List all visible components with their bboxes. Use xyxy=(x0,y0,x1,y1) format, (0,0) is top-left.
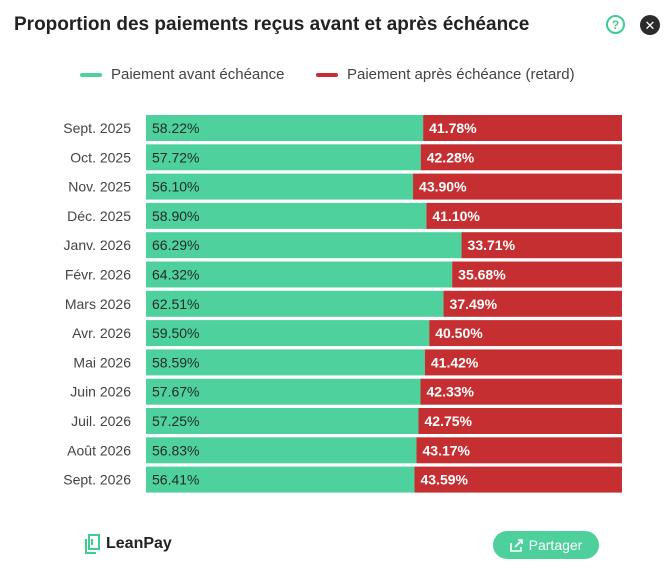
bar-segment-after[interactable] xyxy=(452,261,622,288)
bar-segment-after[interactable] xyxy=(416,437,622,464)
data-label-after: 43.59% xyxy=(421,472,469,488)
data-label-before: 57.72% xyxy=(152,149,199,165)
bar-segment-before[interactable] xyxy=(146,290,444,317)
legend-label-after: Paiement après échéance (retard) xyxy=(347,66,575,83)
data-label-after: 41.42% xyxy=(431,354,479,370)
category-label: Janv. 2026 xyxy=(64,237,132,253)
leanpay-logo: LeanPay xyxy=(84,534,172,554)
bar-segment-after[interactable] xyxy=(443,290,622,317)
help-icon[interactable]: ? xyxy=(606,15,625,34)
chart-legend: Paiement avant échéance Paiement après é… xyxy=(0,66,670,86)
category-label: Déc. 2025 xyxy=(67,208,131,224)
legend-item-before[interactable]: Paiement avant échéance xyxy=(80,66,284,83)
bar-segment-before[interactable] xyxy=(146,261,453,288)
legend-label-before: Paiement avant échéance xyxy=(111,66,285,83)
bar-segment-after[interactable] xyxy=(420,144,622,171)
bar-segment-before[interactable] xyxy=(146,115,424,141)
category-label: Sept. 2025 xyxy=(63,120,131,136)
data-label-after: 42.28% xyxy=(427,149,475,165)
brand-name: LeanPay xyxy=(106,535,172,552)
bar-segment-after[interactable] xyxy=(461,232,622,259)
bar-segment-after[interactable] xyxy=(423,115,622,141)
bar-segment-after[interactable] xyxy=(414,466,622,493)
legend-swatch-before xyxy=(80,72,102,77)
category-label: Mars 2026 xyxy=(65,296,131,312)
data-label-after: 35.68% xyxy=(458,267,506,283)
data-label-before: 64.32% xyxy=(152,267,199,283)
bar-segment-before[interactable] xyxy=(146,378,421,405)
chart-title: Proportion des paiements reçus avant et … xyxy=(14,14,530,35)
bar-segment-before[interactable] xyxy=(146,349,425,376)
data-label-after: 40.50% xyxy=(435,325,483,341)
bar-segment-after[interactable] xyxy=(418,408,622,434)
data-label-before: 58.59% xyxy=(152,354,199,370)
category-label: Nov. 2025 xyxy=(68,179,131,195)
data-label-before: 58.22% xyxy=(152,120,199,136)
category-label: Sept. 2026 xyxy=(63,472,131,488)
data-label-before: 57.67% xyxy=(152,384,199,400)
close-icon[interactable]: ✕ xyxy=(640,15,660,35)
data-label-after: 33.71% xyxy=(468,237,516,253)
data-label-before: 56.10% xyxy=(152,179,199,195)
data-label-before: 58.90% xyxy=(152,208,199,224)
bar-segment-before[interactable] xyxy=(146,437,417,464)
category-label: Juin 2026 xyxy=(70,384,131,400)
data-label-after: 41.10% xyxy=(432,208,480,224)
bar-segment-after[interactable] xyxy=(413,173,622,200)
bar-segment-after[interactable] xyxy=(424,349,623,376)
bar-segment-before[interactable] xyxy=(146,320,430,347)
data-label-before: 62.51% xyxy=(152,296,199,312)
data-label-after: 42.75% xyxy=(425,413,473,429)
data-label-after: 43.17% xyxy=(423,442,471,458)
data-label-before: 56.41% xyxy=(152,472,199,488)
category-label: Mai 2026 xyxy=(73,354,131,370)
data-label-before: 59.50% xyxy=(152,325,199,341)
bar-segment-after[interactable] xyxy=(420,378,622,405)
share-icon xyxy=(509,538,523,552)
legend-swatch-after xyxy=(316,72,338,77)
data-label-before: 57.25% xyxy=(152,413,199,429)
leanpay-logo-icon xyxy=(85,534,100,554)
stacked-bar-chart: Sept. 2025 58.22% 41.78% Oct. 2025 57.72% 42.… xyxy=(63,115,623,493)
data-label-after: 42.33% xyxy=(427,384,475,400)
bar-segment-before[interactable] xyxy=(146,202,427,229)
legend-item-after[interactable]: Paiement après échéance (retard) xyxy=(316,66,575,83)
bar-segment-before[interactable] xyxy=(146,408,419,434)
share-button[interactable]: Partager xyxy=(493,531,599,559)
data-label-after: 43.90% xyxy=(419,179,467,195)
bar-segment-after[interactable] xyxy=(426,202,622,229)
category-label: Avr. 2026 xyxy=(72,325,131,341)
category-label: Août 2026 xyxy=(67,442,131,458)
bar-segment-before[interactable] xyxy=(146,173,414,200)
category-label: Oct. 2025 xyxy=(70,149,131,165)
data-label-after: 41.78% xyxy=(429,120,477,136)
bar-segment-before[interactable] xyxy=(146,144,421,171)
category-label: Juil. 2026 xyxy=(71,413,131,429)
data-label-before: 66.29% xyxy=(152,237,199,253)
data-label-after: 37.49% xyxy=(450,296,498,312)
share-button-label: Partager xyxy=(528,537,583,553)
category-label: Févr. 2026 xyxy=(65,267,131,283)
bar-segment-before[interactable] xyxy=(146,466,415,493)
bar-segment-after[interactable] xyxy=(429,320,622,347)
bar-segment-before[interactable] xyxy=(146,232,462,259)
data-label-before: 56.83% xyxy=(152,442,199,458)
